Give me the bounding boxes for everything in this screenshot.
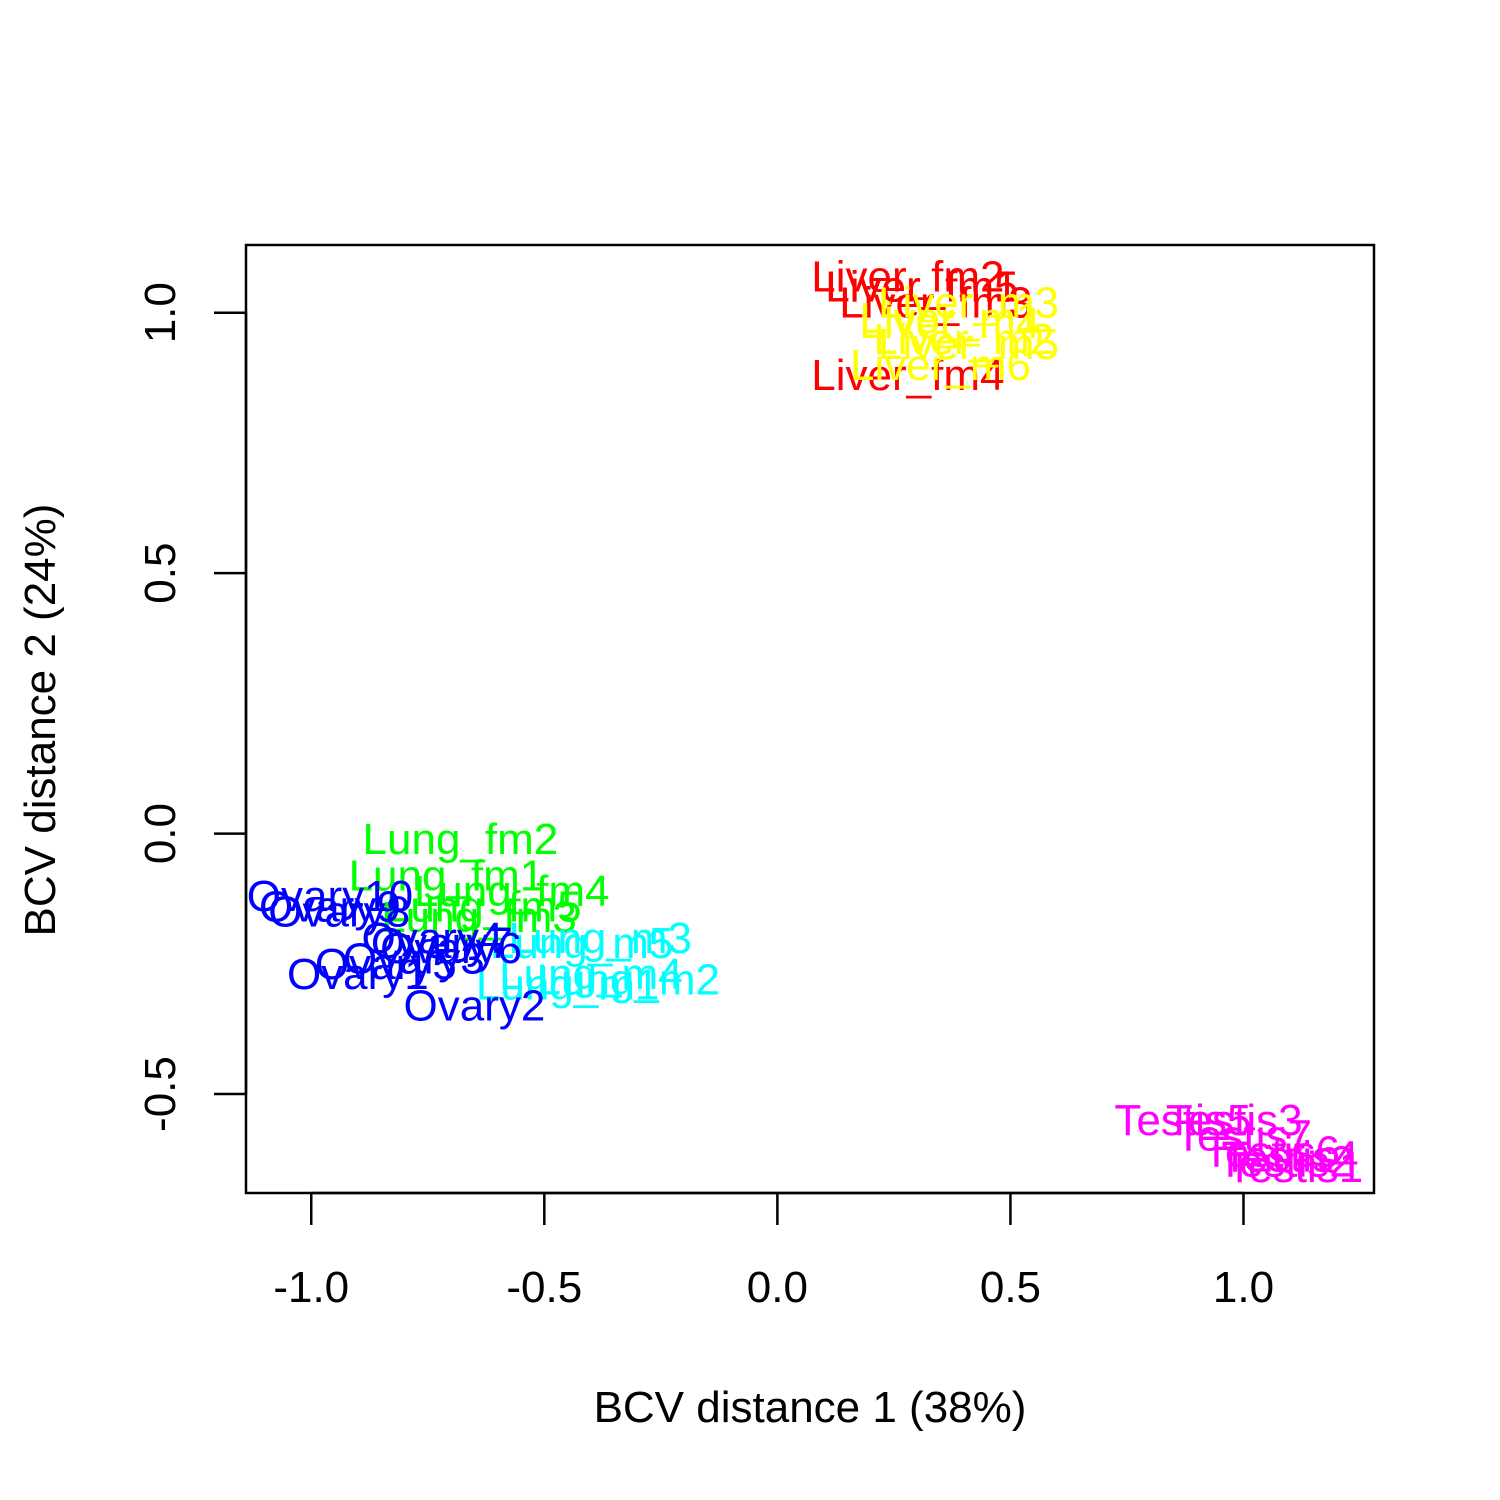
x-tick-label: 1.0 — [1213, 1263, 1274, 1312]
point-label: Liver_m3 — [878, 278, 1059, 327]
y-axis-title: BCV distance 2 (24%) — [16, 504, 65, 937]
point-label: Lung_m5 — [490, 919, 673, 968]
point-label: Ovary9 — [259, 883, 401, 932]
point-label: Liver_m1 — [859, 294, 1040, 343]
point-label: Liver_m4 — [859, 299, 1040, 348]
point-label: Testis1 — [1226, 1143, 1363, 1192]
point-label: Lung_fm2 — [363, 815, 559, 864]
point-label: Ovary6 — [380, 924, 522, 973]
point-label: Ovary2 — [403, 981, 545, 1030]
point-label: Testis2 — [1217, 1138, 1354, 1187]
point-labels: Liver_fm2Liver_fm5Liver_fm1Liver_fm3Live… — [247, 252, 1363, 1192]
point-label: Liver_fm3 — [839, 278, 1032, 327]
point-label: Lung_fm1 — [349, 851, 545, 900]
point-label: Ovary3 — [343, 935, 485, 984]
point-label: Ovary10 — [247, 872, 413, 921]
point-label: Lung_m1 — [476, 961, 659, 1010]
plot-frame — [244, 243, 1376, 1195]
point-label: Ovary7 — [371, 919, 513, 968]
point-label: Testis7 — [1175, 1112, 1312, 1161]
point-label: Liver_m2 — [873, 315, 1054, 364]
point-label: Lung_m2 — [536, 955, 719, 1004]
point-label: Lung_fm5 — [386, 883, 582, 932]
point-label: Testis6 — [1203, 1127, 1340, 1176]
y-tick-label: 1.0 — [136, 282, 185, 343]
point-label: Liver_m5 — [878, 320, 1059, 369]
x-tick-label: -0.5 — [506, 1263, 582, 1312]
point-label: Liver_fm5 — [825, 263, 1018, 312]
point-label: Lung_m4 — [499, 950, 682, 999]
x-tick-label: -1.0 — [273, 1263, 349, 1312]
x-axis-title: BCV distance 1 (38%) — [594, 1383, 1027, 1432]
y-axis: -0.5 0.0 0.5 1.0 — [136, 282, 248, 1132]
x-axis: -1.0 -0.5 0.0 0.5 1.0 — [273, 1191, 1274, 1312]
point-label: Ovary4 — [362, 914, 504, 963]
point-label: Testis3 — [1166, 1096, 1303, 1145]
x-tick-label: 0.0 — [747, 1263, 808, 1312]
point-label: Liver_fm2 — [811, 252, 1004, 301]
point-label: Ovary1 — [287, 950, 429, 999]
point-label: Liver_m6 — [850, 341, 1031, 390]
point-label: Lung_fm3 — [381, 893, 577, 942]
point-label: Ovary5 — [315, 940, 457, 989]
y-tick-label: 0.0 — [136, 803, 185, 864]
point-label: Testis4 — [1222, 1133, 1359, 1182]
point-label: Ovary8 — [268, 888, 410, 937]
point-label: Testis5 — [1114, 1096, 1251, 1145]
x-tick-label: 0.5 — [980, 1263, 1041, 1312]
point-label: Lung_m3 — [509, 914, 692, 963]
point-label: Liver_fm4 — [811, 351, 1004, 400]
point-label: Lung_fm4 — [414, 867, 610, 916]
y-tick-label: -0.5 — [136, 1056, 185, 1132]
point-label: Liver_fm1 — [825, 263, 1018, 312]
y-tick-label: 0.5 — [136, 543, 185, 604]
